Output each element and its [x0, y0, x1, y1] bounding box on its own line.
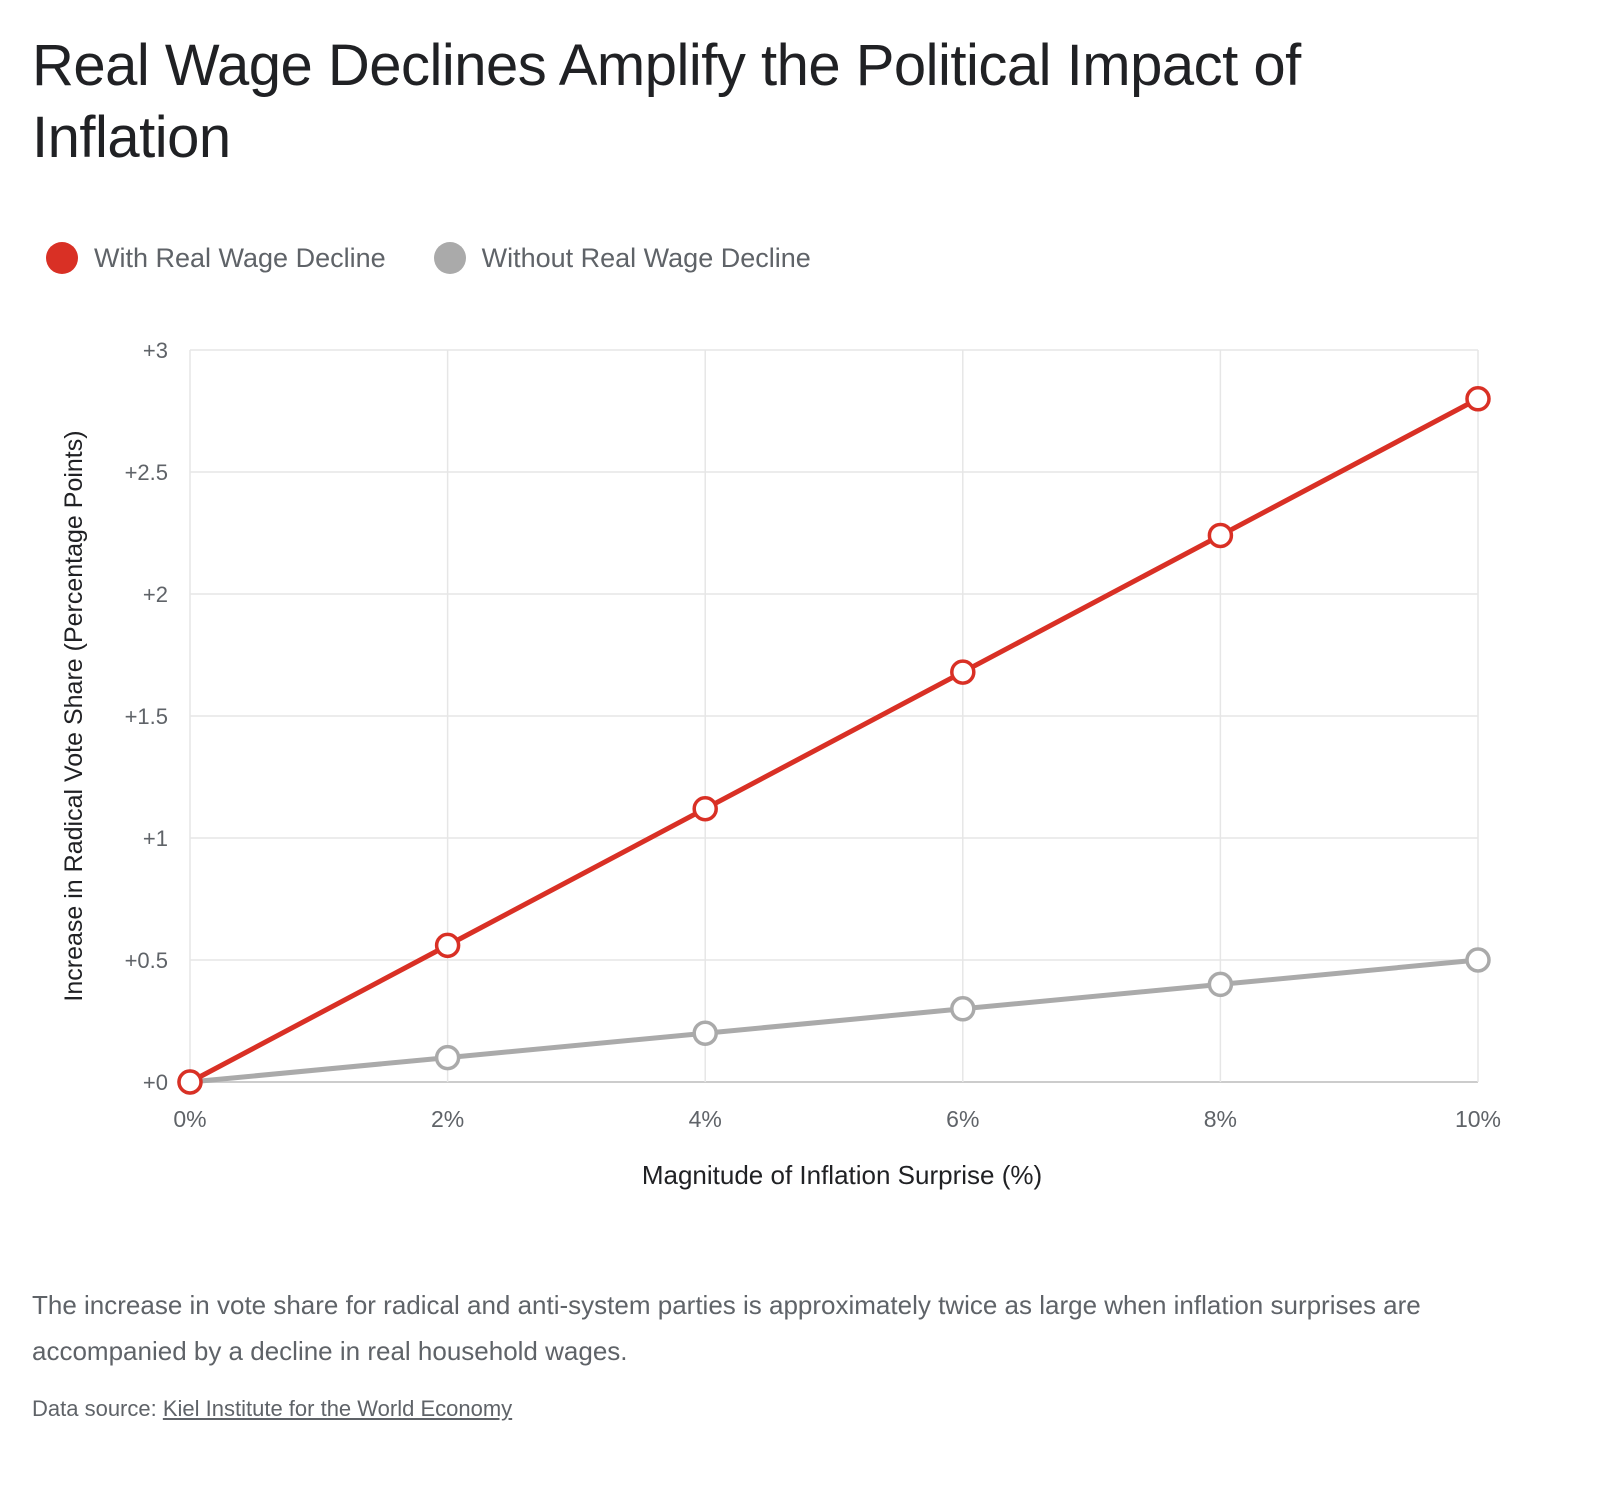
- grid: [189, 349, 1479, 1083]
- legend-marker-with-real-wage-decline: [46, 242, 78, 274]
- y-tick-label: +1: [143, 826, 168, 851]
- data-point: [950, 659, 976, 685]
- x-tick-label: 4%: [689, 1106, 722, 1132]
- legend-label: Without Real Wage Decline: [481, 242, 811, 273]
- data-point: [434, 1044, 461, 1071]
- x-tick-label: 0%: [173, 1106, 206, 1132]
- series: [177, 386, 1491, 1095]
- y-tick-label: +3: [143, 338, 168, 363]
- data-point: [1207, 522, 1234, 549]
- chart-title: Real Wage Declines Amplify the Political…: [32, 33, 1301, 170]
- data-point: [1465, 947, 1491, 973]
- x-tick-label: 8%: [1204, 1106, 1237, 1132]
- line-chart: +0 +0.5 +1 +1.5 +2 +2.5 +3 0% 2% 4% 6% 8% 10% Incre…: [60, 338, 1501, 1190]
- y-axis-ticks: +0 +0.5 +1 +1.5 +2 +2.5 +3: [125, 338, 168, 1095]
- chart-caption: The increase in vote share for radical a…: [32, 1290, 1421, 1366]
- x-tick-label: 6%: [946, 1106, 979, 1132]
- data-point: [692, 1020, 718, 1046]
- data-point: [1207, 971, 1234, 998]
- x-axis-ticks: 0% 2% 4% 6% 8% 10%: [173, 1106, 1501, 1132]
- legend-marker-without-real-wage-decline: [433, 242, 466, 274]
- legend-item-with-real-wage-decline[interactable]: With Real Wage Decline: [46, 242, 386, 274]
- y-tick-label: +1.5: [125, 704, 168, 729]
- data-point: [1465, 386, 1491, 412]
- data-source-prefix: Data source:: [32, 1396, 163, 1421]
- data-point: [950, 996, 976, 1022]
- data-point: [434, 932, 461, 959]
- series-line: [189, 957, 1479, 1085]
- y-tick-label: +0: [143, 1070, 168, 1095]
- y-tick-label: +2.5: [125, 460, 168, 485]
- data-point: [692, 795, 718, 822]
- data-source-link[interactable]: Kiel Institute for the World Economy: [162, 1396, 513, 1421]
- x-tick-label: 10%: [1455, 1106, 1501, 1132]
- legend-label: With Real Wage Decline: [94, 242, 386, 273]
- y-tick-label: +2: [143, 582, 168, 607]
- x-axis-label: Magnitude of Inflation Surprise (%): [642, 1160, 1042, 1190]
- series-line: [188, 396, 1480, 1085]
- series-with-real-wage-decline: [177, 386, 1491, 1095]
- legend: With Real Wage Decline Without Real Wage…: [46, 242, 859, 274]
- x-tick-label: 2%: [431, 1106, 464, 1132]
- series-without-real-wage-decline: [177, 947, 1491, 1095]
- y-axis-label: Increase in Radical Vote Share (Percenta…: [60, 430, 88, 1001]
- y-tick-label: +0.5: [125, 948, 168, 973]
- data-source: Data source: Kiel Institute for the Worl…: [32, 1396, 512, 1422]
- data-point: [177, 1069, 203, 1095]
- legend-item-without-real-wage-decline[interactable]: Without Real Wage Decline: [433, 242, 811, 274]
